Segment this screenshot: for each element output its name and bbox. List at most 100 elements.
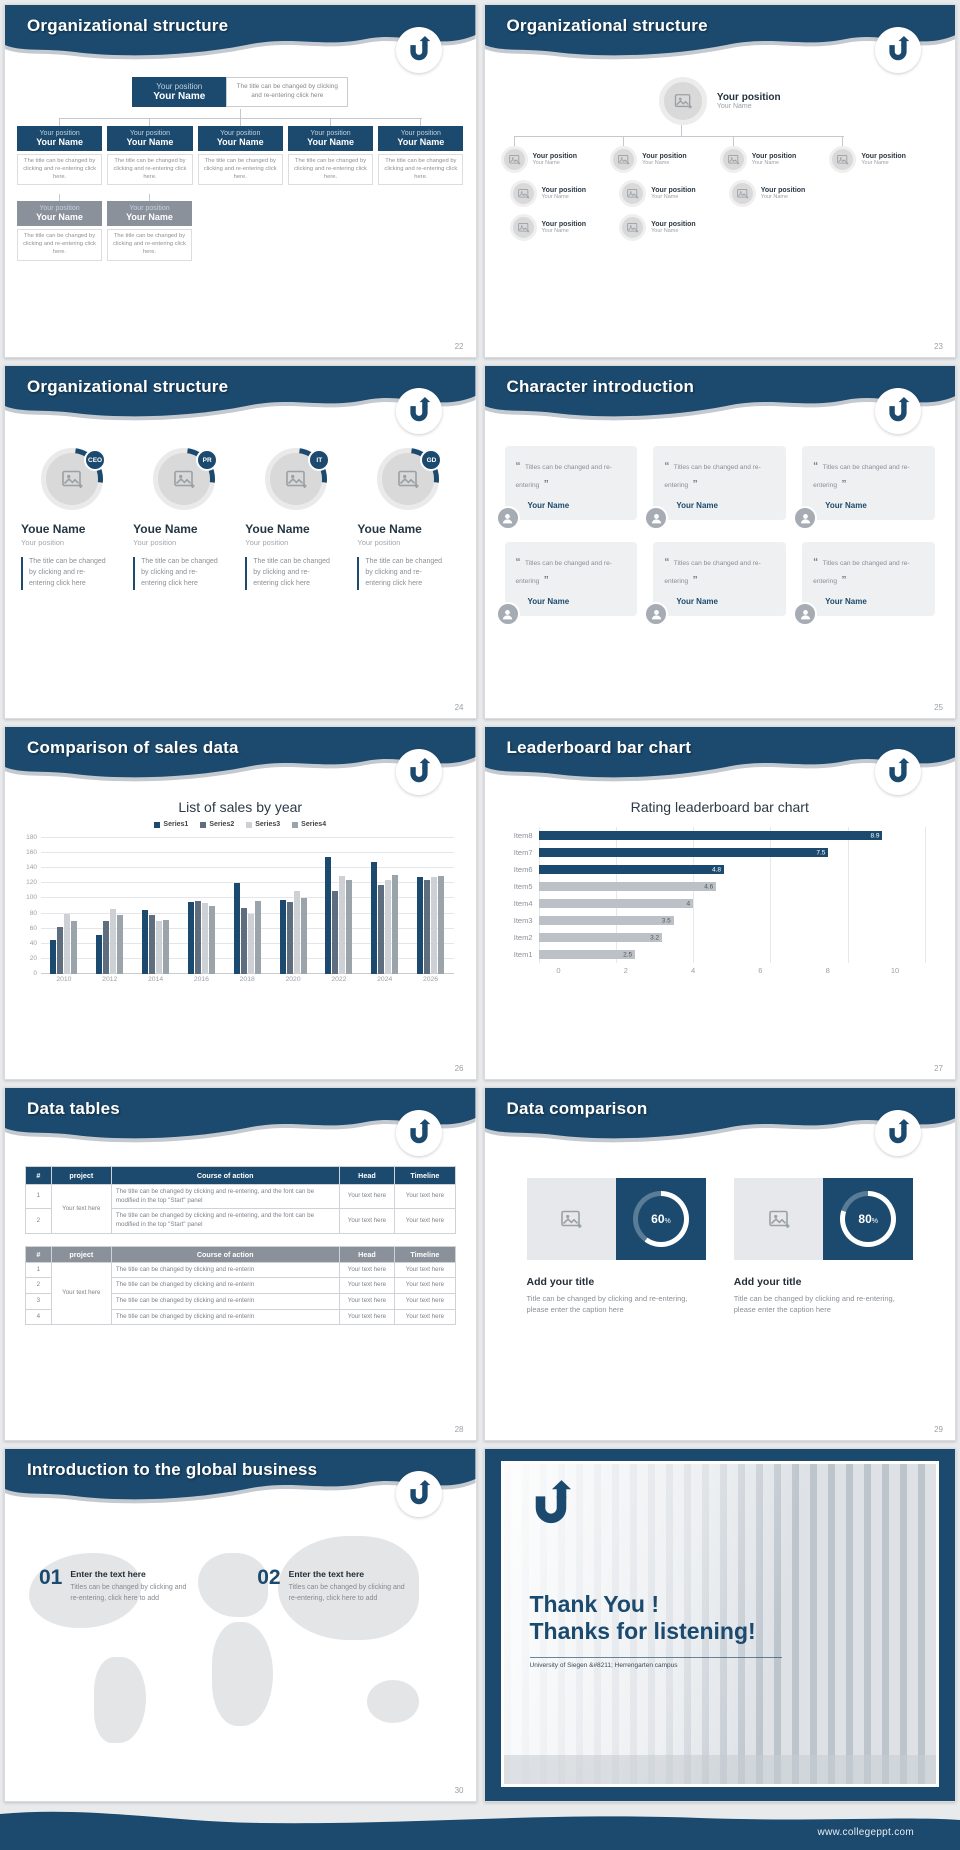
image-icon: [767, 1207, 791, 1231]
org-name-label: Your Name: [716, 103, 752, 110]
legend-item: Series3: [246, 821, 280, 828]
chart-bar: [163, 919, 170, 974]
chart-bar: [233, 883, 240, 974]
slide-25-thumbnail[interactable]: Character introduction “ Titles can be c…: [483, 365, 956, 719]
bar-value: 4.8: [711, 866, 722, 873]
numbered-item: 02 Enter the text here Titles can be cha…: [257, 1567, 441, 1605]
chart-bar: [293, 890, 300, 974]
image-placeholder: [526, 1178, 617, 1260]
slide-title: Data tables: [27, 1099, 120, 1118]
chart-bar: [142, 909, 149, 974]
person-name: Your Name: [527, 501, 570, 510]
logo-badge: [395, 1110, 442, 1156]
bar-labels: Item8 Item7 Item6 Item5 Item4 Item3 Item2 Item1: [505, 827, 539, 963]
chart-bar: [286, 902, 293, 974]
quote-close-icon: ”: [543, 479, 549, 490]
slide-29-thumbnail[interactable]: Data comparison 60% Add your title Title…: [483, 1087, 956, 1441]
grid-line: [41, 973, 454, 974]
connector-line: [239, 108, 241, 118]
legend-swatch: [154, 821, 161, 828]
legend-swatch: [246, 821, 253, 828]
footer-wave: [0, 1811, 960, 1850]
x-axis-label: 4: [691, 966, 696, 975]
slide-thank-you-thumbnail[interactable]: Thank You ! Thanks for listening! Univer…: [483, 1448, 956, 1802]
university-logo-icon: [886, 36, 910, 64]
chart-bar: [64, 913, 71, 974]
y-axis-label: 80: [29, 909, 37, 917]
panel-caption: Title can be changed by clicking and re-…: [526, 1294, 688, 1315]
org-node: Your position Your Name The title can be c…: [17, 194, 102, 261]
slide-27-thumbnail[interactable]: Leaderboard bar chart Rating leaderboard…: [483, 726, 956, 1080]
quote-close-icon: ”: [692, 575, 698, 586]
x-axis-labels: 0 2 4 6 8 10: [556, 966, 900, 978]
slide-header: Data comparison: [484, 1088, 955, 1156]
legend-label: Series3: [255, 821, 281, 828]
image-icon: [396, 467, 420, 491]
org-row-2: Your position Your Name The title can be c…: [5, 194, 476, 261]
profile-name: Youe Name: [133, 522, 198, 536]
col-header: Head: [338, 1245, 396, 1263]
university-logo-icon: [407, 1119, 431, 1147]
x-axis-label: 2022: [331, 976, 347, 983]
y-axis-label: 160: [26, 849, 37, 857]
chart-bar: [332, 890, 339, 974]
profile-desc: The title can be changed by clicking and…: [245, 557, 331, 590]
org-root-desc: The title can be changed by clicking and…: [226, 77, 349, 107]
quote-close-icon: ”: [841, 479, 847, 490]
person-name: Your Name: [676, 501, 718, 510]
map-shape: [212, 1622, 274, 1727]
person-icon: [495, 506, 520, 530]
logo-badge: [875, 27, 921, 73]
slide-title: Organizational structure: [506, 16, 708, 35]
x-axis-label: 2016: [193, 976, 209, 983]
table-row: 4 The title can be changed by clicking a…: [25, 1308, 456, 1326]
bar-label: Item6: [513, 865, 533, 874]
y-axis-label: 40: [29, 939, 37, 947]
x-axis-label: 10: [890, 966, 900, 975]
org-branch: Your position Your Name: [829, 137, 939, 248]
slide-23-thumbnail[interactable]: Organizational structure Your position Y…: [483, 4, 956, 358]
person-name: Your Name: [676, 597, 718, 606]
legend-item: Series1: [154, 821, 188, 828]
page-number: 24: [454, 703, 464, 712]
quote-card: “ Titles can be changed and re-entering …: [495, 542, 638, 626]
legend-swatch: [292, 821, 299, 828]
chart-bar: [240, 907, 247, 974]
comparison-panels: 60% Add your title Title can be changed …: [485, 1178, 956, 1316]
slide-28-thumbnail[interactable]: Data tables # project Course of action H…: [4, 1087, 477, 1441]
page-number: 25: [934, 703, 943, 712]
slide-26-thumbnail[interactable]: Comparison of sales data List of sales b…: [4, 726, 477, 1080]
avatar-placeholder: IT: [265, 448, 331, 510]
bar-row: 7.5: [538, 844, 926, 861]
grid-line: [41, 867, 454, 869]
person-icon: [644, 602, 669, 626]
chart-bar: [339, 875, 346, 974]
quote-open-icon: “: [664, 557, 670, 568]
org-branch: Your position Your Name Your position Your…: [719, 137, 830, 248]
slide-30-thumbnail[interactable]: Introduction to the global business 01 E…: [4, 1448, 477, 1802]
footer-url[interactable]: www.collegeppt.com: [817, 1827, 914, 1838]
slide-title: Data comparison: [506, 1099, 648, 1118]
bar-row: 3.5: [538, 912, 926, 929]
slide-title: Leaderboard bar chart: [506, 738, 692, 757]
image-placeholder: [733, 1178, 824, 1260]
chart-bar: [117, 915, 124, 974]
slide-24-thumbnail[interactable]: Organizational structure CEO Youe Name Y…: [4, 365, 477, 719]
quote-close-icon: ”: [543, 575, 549, 586]
org-branch: Your position Your Name Your position Your…: [500, 137, 611, 248]
page-number: 29: [934, 1425, 943, 1434]
quote-open-icon: “: [813, 461, 819, 472]
chart-title: Rating leaderboard bar chart: [630, 799, 809, 815]
org-node: Your position Your Name The title can be c…: [378, 119, 464, 186]
role-badge: PR: [196, 449, 219, 471]
chart-bar: [424, 879, 431, 974]
slide-22-thumbnail[interactable]: Organizational structure Your position Y…: [4, 4, 477, 358]
col-header: project: [50, 1245, 112, 1263]
item-heading: Enter the text here: [70, 1569, 146, 1579]
profile-position: Your position: [21, 538, 65, 547]
image-icon: [727, 153, 740, 166]
slide-header: Character introduction: [484, 366, 955, 434]
map-shape: [197, 1553, 269, 1617]
leaderboard-chart: Item8 Item7 Item6 Item5 Item4 Item3 Item2 Item1…: [505, 827, 926, 978]
col-header: Timeline: [394, 1245, 456, 1263]
